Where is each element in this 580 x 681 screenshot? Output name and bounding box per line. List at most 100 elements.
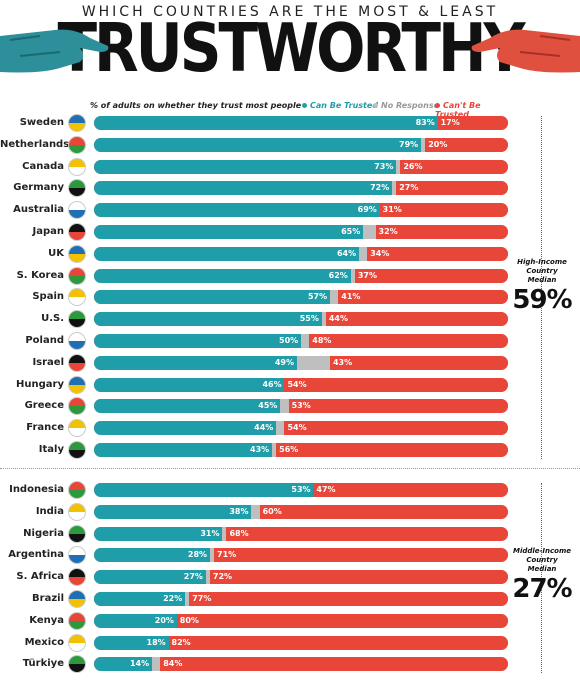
legend-cant: Can't Be Trusted [435, 101, 510, 119]
value-label-can: 44% [254, 423, 274, 433]
bar-can-be-trusted [94, 526, 223, 541]
bar-track: 50% 48% [94, 334, 508, 348]
value-label-cant: 68% [229, 528, 249, 538]
flag-icon [68, 502, 86, 521]
flag-icon [68, 633, 86, 652]
bar-track: 83% 17% [94, 116, 508, 130]
value-label-cant: 43% [332, 357, 353, 367]
high-income-label: High-Income [517, 258, 567, 266]
bar-cant-be-trusted [214, 548, 508, 563]
flag-icon [68, 332, 86, 350]
value-label-can: 49% [274, 357, 295, 367]
value-label-can: 72% [370, 183, 390, 193]
bar-track: 43% 56% [94, 443, 508, 457]
bar-no-response [329, 290, 339, 305]
legend: % of adults on whether they trust most p… [90, 101, 510, 119]
bar-no-response [205, 570, 210, 585]
middle-income-median: Middle-Income Country Median 27% [512, 547, 572, 604]
bar-can-be-trusted [94, 483, 314, 497]
value-label-cant: 56% [279, 445, 299, 454]
value-label-cant: 84% [163, 659, 183, 669]
bar-cant-be-trusted [226, 526, 508, 541]
legend-description: % of adults on whether they trust most p… [90, 101, 302, 110]
value-label-can: 45% [258, 401, 278, 411]
bar-cant-be-trusted [329, 355, 508, 370]
country-label: Germany [13, 182, 64, 194]
bar-cant-be-trusted [309, 334, 508, 348]
table-row: Sweden 83% 17% [0, 114, 580, 132]
bar-cant-be-trusted [259, 504, 508, 519]
table-row: S. Korea 62% 37% [0, 266, 580, 285]
table-row: India 38% 60% [0, 502, 580, 521]
bar-cant-be-trusted [425, 137, 508, 152]
right-hand-icon [471, 29, 580, 73]
flag-icon [68, 179, 86, 198]
table-row: Indonesia 53% 47% [0, 481, 580, 499]
table-row: Hungary 46% 54% [0, 375, 580, 394]
bar-no-response [301, 334, 310, 348]
value-label-can: 20% [154, 615, 174, 625]
bar-track: 65% 32% [94, 225, 508, 239]
flag-icon [68, 441, 86, 459]
flag-icon [68, 568, 86, 587]
value-label-cant: 20% [428, 139, 448, 149]
table-row: Poland 50% 48% [0, 332, 580, 350]
bar-can-be-trusted [94, 399, 281, 414]
bar-cant-be-trusted [367, 246, 508, 261]
value-label-cant: 54% [287, 379, 307, 389]
country-label: Spain [32, 291, 64, 303]
bar-track: 72% 27% [94, 181, 508, 196]
flag-icon [68, 481, 86, 499]
middle-income-median-value: 27% [512, 574, 572, 604]
bar-track: 55% 44% [94, 312, 508, 327]
bar-track: 64% 34% [94, 246, 508, 261]
value-label-cant: 54% [287, 423, 307, 433]
country-label: Mexico [24, 636, 64, 648]
bar-track: 62% 37% [94, 268, 508, 283]
flag-icon [68, 266, 86, 285]
legend-cant-dot [435, 103, 440, 108]
value-label-cant: 60% [262, 506, 282, 516]
value-label-cant: 37% [357, 270, 377, 280]
bar-track: 53% 47% [94, 483, 508, 497]
bar-track: 57% 41% [94, 290, 508, 305]
bar-cant-be-trusted [288, 399, 508, 414]
value-label-cant: 27% [399, 183, 419, 193]
bar-no-response [209, 548, 215, 563]
bar-track: 79% 20% [94, 137, 508, 152]
legend-can-label: Can Be Trusted [310, 101, 379, 110]
flag-icon [68, 375, 86, 394]
bar-no-response [280, 399, 289, 414]
bar-can-be-trusted [94, 312, 322, 327]
bar-no-response [350, 268, 355, 283]
legend-can-dot [302, 103, 307, 108]
value-label-cant: 48% [312, 336, 332, 345]
bar-track: 22% 77% [94, 592, 508, 606]
value-label-can: 57% [307, 292, 328, 302]
bar-no-response [392, 181, 397, 196]
bar-can-be-trusted [94, 334, 301, 348]
bar-cant-be-trusted [276, 443, 508, 457]
bar-no-response [421, 137, 426, 152]
table-row: Nigeria 31% 68% [0, 524, 580, 543]
bar-can-be-trusted [94, 246, 359, 261]
bar-cant-be-trusted [437, 116, 508, 130]
legend-can: Can Be Trusted [302, 101, 378, 110]
flag-icon [68, 524, 86, 543]
legend-nr: No Response [373, 101, 439, 110]
bar-can-be-trusted [94, 657, 152, 672]
bar-no-response [358, 246, 368, 261]
country-label: Indonesia [9, 484, 64, 495]
value-label-can: 38% [229, 506, 249, 516]
value-label-can: 31% [200, 528, 220, 538]
country-label: Nigeria [23, 527, 64, 539]
value-label-can: 79% [399, 139, 419, 149]
flag-icon [68, 114, 86, 132]
bar-no-response [222, 526, 227, 541]
flag-icon [68, 288, 86, 307]
country-label: Sweden [19, 117, 64, 128]
bar-track: 44% 54% [94, 421, 508, 436]
flag-icon [68, 419, 86, 438]
table-row: Greece 45% 53% [0, 397, 580, 416]
bar-track: 14% 84% [94, 657, 508, 672]
